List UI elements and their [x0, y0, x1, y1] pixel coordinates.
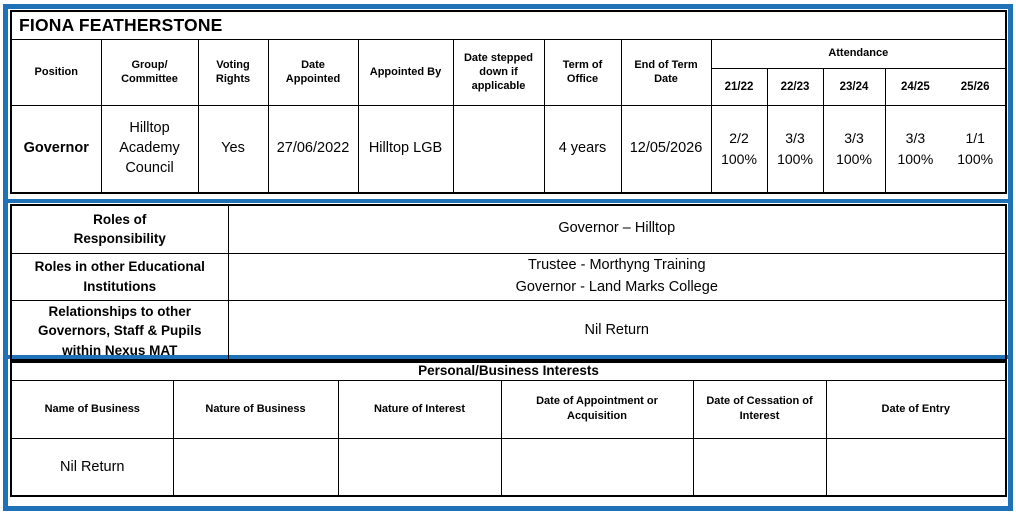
- header-nature-of-interest: Nature of Interest: [337, 379, 502, 439]
- cell-attendance-21-22: 2/2 100%: [710, 104, 768, 194]
- cell-attendance-23-24: 3/3 100%: [822, 104, 886, 194]
- governance-table: FIONA FEATHERSTONE Position Group/ Commi…: [10, 10, 1008, 194]
- cell-date-stepped-down: [452, 104, 545, 194]
- header-group-committee: Group/ Committee: [100, 38, 199, 106]
- cell-date-of-appointment: [500, 437, 694, 497]
- value-roles-other-institutions: Trustee - Morthyng Training Governor - L…: [227, 252, 1007, 301]
- label-roles-of-responsibility: Roles of Responsibility: [10, 204, 229, 254]
- value-roles-of-responsibility: Governor – Hilltop: [227, 204, 1007, 254]
- cell-voting-rights: Yes: [197, 104, 269, 194]
- interests-section-title: Personal/Business Interests: [10, 359, 1007, 381]
- label-relationships-nexus-mat: Relationships to other Governors, Staff …: [10, 299, 229, 363]
- cell-name-of-business: Nil Return: [10, 437, 174, 497]
- cell-attendance-22-23: 3/3 100%: [766, 104, 824, 194]
- header-year-25-26: 25/26: [960, 80, 990, 93]
- header-date-of-entry: Date of Entry: [825, 379, 1007, 439]
- header-name-of-business: Name of Business: [10, 379, 174, 439]
- interests-table: Personal/Business Interests Name of Busi…: [10, 359, 1008, 497]
- header-end-of-term-date: End of Term Date: [620, 38, 712, 106]
- cell-group-committee: Hilltop Academy Council: [100, 104, 199, 194]
- person-name-title: FIONA FEATHERSTONE: [10, 10, 1007, 40]
- cell-attendance-25-26: 1/1 100%: [957, 129, 994, 167]
- header-years-24-25-25-26: 24/25 25/26: [884, 67, 1007, 106]
- document-border: [3, 4, 1013, 511]
- cell-term-of-office: 4 years: [543, 104, 622, 194]
- cell-date-appointed: 27/06/2022: [267, 104, 359, 194]
- header-term-of-office: Term of Office: [543, 38, 622, 106]
- header-date-of-appointment: Date of Appointment or Acquisition: [500, 379, 694, 439]
- cell-attendance-24-25: 3/3 100%: [897, 129, 934, 167]
- header-year-23-24: 23/24: [822, 67, 886, 106]
- value-relationships-nexus-mat: Nil Return: [227, 299, 1007, 363]
- cell-position: Governor: [10, 104, 102, 194]
- cell-nature-of-business: [172, 437, 339, 497]
- cell-attendance-24-25-25-26: 3/3 100% 1/1 100%: [884, 104, 1007, 194]
- roles-table: Roles of Responsibility Governor – Hillt…: [10, 204, 1007, 364]
- header-position: Position: [10, 38, 102, 106]
- header-appointed-by: Appointed By: [357, 38, 454, 106]
- header-year-22-23: 22/23: [766, 67, 824, 106]
- header-voting-rights: Voting Rights: [197, 38, 269, 106]
- label-roles-other-institutions: Roles in other Educational Institutions: [10, 252, 229, 301]
- header-nature-of-business: Nature of Business: [172, 379, 339, 439]
- header-year-24-25: 24/25: [901, 80, 930, 93]
- header-date-stepped-down: Date stepped down if applicable: [452, 38, 545, 106]
- header-attendance: Attendance: [710, 38, 1007, 69]
- cell-appointed-by: Hilltop LGB: [357, 104, 454, 194]
- cell-nature-of-interest: [337, 437, 502, 497]
- cell-date-of-entry: [825, 437, 1007, 497]
- section-separator-top: [8, 199, 1008, 203]
- cell-end-of-term-date: 12/05/2026: [620, 104, 712, 194]
- header-date-appointed: Date Appointed: [267, 38, 359, 106]
- cell-date-of-cessation: [692, 437, 827, 497]
- header-year-21-22: 21/22: [710, 67, 768, 106]
- header-date-of-cessation: Date of Cessation of Interest: [692, 379, 827, 439]
